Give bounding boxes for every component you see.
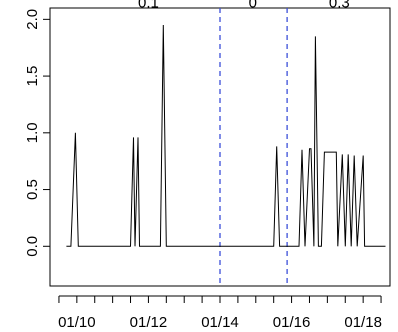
- series-line-1: [66, 24, 386, 247]
- x-tick-label-1: 01/10: [58, 314, 96, 331]
- y-tick-label-1: 0.0: [24, 236, 41, 257]
- annotations-group: 0.1 0 0.3: [138, 0, 350, 11]
- x-tick-label-4: 01/16: [273, 314, 311, 331]
- y-tick-label-2: 0.5: [24, 179, 41, 200]
- x-axis: 01/10 01/12 01/14 01/16 01/18: [58, 295, 382, 331]
- y-tick-label-5: 2.0: [24, 9, 41, 30]
- x-tick-label-3: 01/14: [201, 314, 239, 331]
- annotation-1: 0.1: [138, 0, 159, 11]
- divider-lines: [219, 8, 288, 286]
- y-tick-label-3: 1.0: [24, 122, 41, 143]
- x-tick-label-2: 01/12: [130, 314, 168, 331]
- y-tick-label-4: 1.5: [24, 66, 41, 87]
- series-group: [66, 24, 386, 247]
- annotation-2: 0: [249, 0, 257, 11]
- x-tick-label-5: 01/18: [344, 314, 382, 331]
- y-axis: 0.0 0.5 1.0 1.5 2.0: [24, 9, 50, 257]
- annotation-3: 0.3: [329, 0, 350, 11]
